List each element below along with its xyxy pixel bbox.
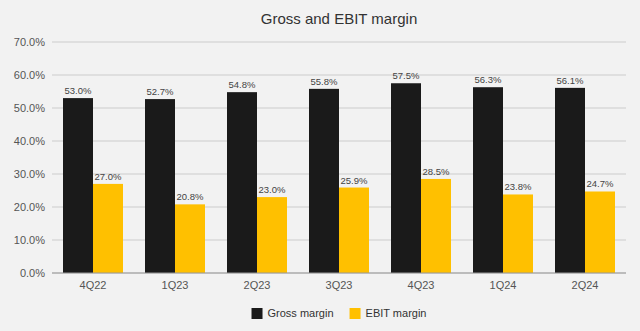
x-tick-label: 4Q23 [408,279,435,291]
chart-title: Gross and EBIT margin [261,10,417,27]
grid-line [52,75,626,76]
data-label: 28.5% [423,166,450,177]
legend-swatch [252,308,263,319]
y-tick-label: 20.0% [14,201,45,213]
bar [175,204,205,273]
bar [555,88,585,273]
data-label: 24.7% [587,178,614,189]
bar [473,87,503,273]
data-label: 55.8% [311,76,338,87]
data-labels: 53.0% 52.7% 54.8% 55.8% 57.5% 56.3% 56.1% 27.0%… [65,70,614,202]
bar [391,83,421,273]
chart-svg: Gross and EBIT margin 0.0% 10.0% 20.0% 30.0%… [0,0,640,331]
data-label: 23.8% [505,181,532,192]
data-label: 56.1% [557,75,584,86]
data-label: 56.3% [475,74,502,85]
bar [503,194,533,273]
bar [257,197,287,273]
x-tick-label: 4Q22 [80,279,107,291]
x-tick-label: 1Q23 [162,279,189,291]
legend-swatch [350,308,361,319]
data-label: 25.9% [341,175,368,186]
y-tick-label: 10.0% [14,234,45,246]
x-tick-label: 2Q23 [244,279,271,291]
y-tick-label: 30.0% [14,168,45,180]
x-tick-label: 1Q24 [490,279,517,291]
x-tick-label: 2Q24 [572,279,599,291]
bar [339,188,369,273]
bar [585,191,615,273]
bar [145,99,175,273]
bar [93,184,123,273]
legend-label: Gross margin [268,307,334,319]
data-label: 23.0% [259,184,286,195]
bar [63,98,93,273]
data-label: 27.0% [95,171,122,182]
y-tick-label: 0.0% [20,267,45,279]
data-label: 53.0% [65,85,92,96]
legend: Gross margin EBIT margin [252,307,427,319]
bars [63,83,615,273]
data-label: 20.8% [177,191,204,202]
y-tick-label: 60.0% [14,69,45,81]
y-tick-label: 70.0% [14,36,45,48]
legend-label: EBIT margin [366,307,427,319]
x-axis: 4Q22 1Q23 2Q23 3Q23 4Q23 1Q24 2Q24 [80,279,599,291]
grid-line [52,42,626,43]
x-axis-line [52,273,626,274]
bar [227,92,257,273]
data-label: 52.7% [147,86,174,97]
chart-container: Gross and EBIT margin 0.0% 10.0% 20.0% 30.0%… [0,0,640,331]
y-tick-label: 40.0% [14,135,45,147]
data-label: 54.8% [229,79,256,90]
x-tick-label: 3Q23 [326,279,353,291]
bar [421,179,451,273]
y-axis: 0.0% 10.0% 20.0% 30.0% 40.0% 50.0% 60.0% 70.0% [14,36,626,279]
y-tick-label: 50.0% [14,102,45,114]
background [0,0,640,331]
data-label: 57.5% [393,70,420,81]
grid-line [52,273,626,274]
bar [309,89,339,273]
